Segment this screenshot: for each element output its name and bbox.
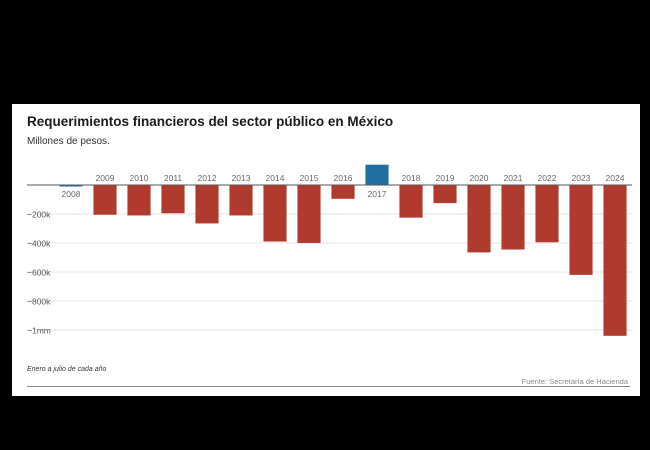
x-tick-label: 2024 [606,173,625,183]
bar-2014 [263,185,287,242]
chart-card: Requerimientos financieros del sector pú… [12,104,640,396]
x-tick-label: 2022 [538,173,557,183]
bar-2016 [331,185,355,199]
bar-2018 [399,185,423,218]
bar-2013 [229,185,253,216]
bar-chart: −200k −400k −600k −800k −1mm 2008 2009 2010 2011… [27,164,632,336]
x-tick-label: 2016 [334,173,353,183]
bottom-rule [27,386,630,387]
y-tick-label: −600k [27,268,51,278]
x-tick-label: 2019 [436,173,455,183]
bar-2012 [195,185,219,224]
y-tick-label: −200k [27,210,51,220]
bar-2019 [433,185,457,204]
y-tick-label: −1mm [27,326,51,336]
x-tick-label: 2017 [368,189,387,199]
x-tick-label: 2020 [470,173,489,183]
x-tick-label: 2012 [198,173,217,183]
x-tick-label: 2011 [164,173,183,183]
bar-2020 [467,185,491,253]
x-tick-label: 2009 [96,173,115,183]
bar-2008 [59,185,83,187]
bar-2011 [161,185,185,214]
x-tick-label: 2008 [62,189,81,199]
x-tick-label: 2014 [266,173,285,183]
bar-2024 [603,185,627,336]
y-tick-label: −800k [27,297,51,307]
x-tick-label: 2018 [402,173,421,183]
chart-subtitle: Millones de pesos. [27,136,110,147]
chart-title: Requerimientos financieros del sector pú… [27,114,394,129]
chart-footnote: Enero a julio de cada año [27,366,107,373]
bar-2015 [297,185,321,243]
bar-2017 [365,164,389,185]
x-tick-label: 2015 [300,173,319,183]
bar-2009 [93,185,117,215]
bar-2021 [501,185,525,250]
bar-2022 [535,185,559,243]
bar-2010 [127,185,151,216]
x-tick-label: 2010 [130,173,149,183]
chart-source: Fuente: Secretaría de Hacienda [521,377,628,386]
x-tick-label: 2021 [504,173,523,183]
x-tick-label: 2013 [232,173,251,183]
x-tick-label: 2023 [572,173,591,183]
bar-2023 [569,185,593,275]
y-tick-label: −400k [27,239,51,249]
